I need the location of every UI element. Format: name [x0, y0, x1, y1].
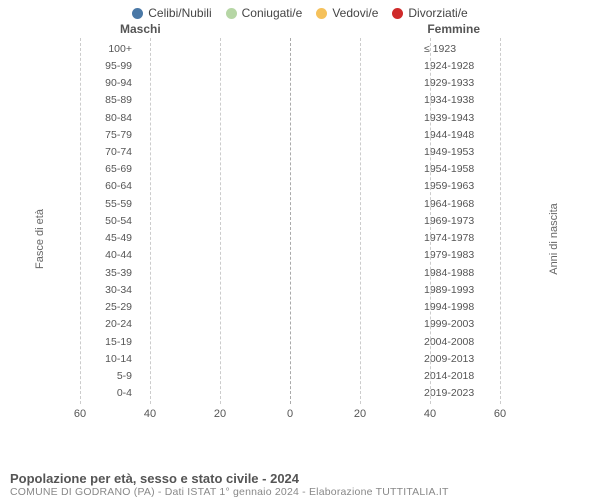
- grid-line: [150, 38, 151, 404]
- age-label: 15-19: [80, 336, 132, 348]
- birth-year-label: 1944-1948: [424, 129, 498, 141]
- age-label: 100+: [80, 43, 132, 55]
- grid-line: [80, 38, 81, 404]
- birth-year-label: 1934-1938: [424, 94, 498, 106]
- grid-line: [500, 38, 501, 404]
- age-label: 5-9: [80, 370, 132, 382]
- age-label: 75-79: [80, 129, 132, 141]
- legend-label: Divorziati/e: [408, 6, 467, 20]
- y-axis-title-left: Fasce di età: [34, 209, 46, 269]
- birth-year-label: ≤ 1923: [424, 43, 498, 55]
- age-label: 25-29: [80, 301, 132, 313]
- birth-year-label: 1959-1963: [424, 180, 498, 192]
- legend-item: Divorziati/e: [392, 6, 467, 20]
- age-label: 90-94: [80, 77, 132, 89]
- grid-line: [290, 38, 291, 404]
- age-label: 40-44: [80, 249, 132, 261]
- birth-year-label: 1929-1933: [424, 77, 498, 89]
- chart-title: Popolazione per età, sesso e stato civil…: [10, 471, 590, 486]
- x-tick-label: 60: [74, 408, 86, 420]
- birth-year-label: 2019-2023: [424, 387, 498, 399]
- age-label: 85-89: [80, 94, 132, 106]
- birth-year-label: 2014-2018: [424, 370, 498, 382]
- x-axis: 6040200204060: [80, 408, 500, 424]
- birth-year-label: 1954-1958: [424, 163, 498, 175]
- legend-swatch: [392, 8, 403, 19]
- birth-year-label: 2004-2008: [424, 336, 498, 348]
- age-label: 10-14: [80, 353, 132, 365]
- birth-year-label: 2009-2013: [424, 353, 498, 365]
- legend-item: Celibi/Nubili: [132, 6, 211, 20]
- age-label: 30-34: [80, 284, 132, 296]
- birth-year-label: 1989-1993: [424, 284, 498, 296]
- x-tick-label: 20: [354, 408, 366, 420]
- age-label: 80-84: [80, 112, 132, 124]
- chart-subtitle: COMUNE DI GODRANO (PA) - Dati ISTAT 1° g…: [10, 486, 590, 498]
- grid-line: [360, 38, 361, 404]
- legend-item: Coniugati/e: [226, 6, 303, 20]
- x-tick-label: 20: [214, 408, 226, 420]
- legend-swatch: [316, 8, 327, 19]
- age-label: 35-39: [80, 267, 132, 279]
- header-female: Femmine: [427, 22, 480, 36]
- birth-year-label: 1964-1968: [424, 198, 498, 210]
- legend-label: Vedovi/e: [332, 6, 378, 20]
- plot-area: 100+ ≤ 1923 95-99 1924-1928 90-94 1929-1933 85…: [80, 38, 500, 404]
- grid-line: [430, 38, 431, 404]
- legend-label: Celibi/Nubili: [148, 6, 211, 20]
- pyramid-chart: Fasce di età Anni di nascita 100+ ≤ 1923 9…: [20, 38, 580, 428]
- grid-line: [220, 38, 221, 404]
- birth-year-label: 1979-1983: [424, 249, 498, 261]
- legend-swatch: [226, 8, 237, 19]
- legend-item: Vedovi/e: [316, 6, 378, 20]
- header-male: Maschi: [120, 22, 161, 36]
- x-tick-label: 60: [494, 408, 506, 420]
- birth-year-label: 1974-1978: [424, 232, 498, 244]
- birth-year-label: 1984-1988: [424, 267, 498, 279]
- age-label: 50-54: [80, 215, 132, 227]
- birth-year-label: 1939-1943: [424, 112, 498, 124]
- legend-label: Coniugati/e: [242, 6, 303, 20]
- y-axis-title-right: Anni di nascita: [548, 203, 560, 275]
- legend: Celibi/Nubili Coniugati/e Vedovi/e Divorzia…: [0, 0, 600, 22]
- age-label: 70-74: [80, 146, 132, 158]
- age-label: 95-99: [80, 60, 132, 72]
- age-label: 20-24: [80, 318, 132, 330]
- birth-year-label: 1949-1953: [424, 146, 498, 158]
- birth-year-label: 1999-2003: [424, 318, 498, 330]
- birth-year-label: 1994-1998: [424, 301, 498, 313]
- chart-footer: Popolazione per età, sesso e stato civil…: [10, 471, 590, 498]
- age-label: 45-49: [80, 232, 132, 244]
- birth-year-label: 1969-1973: [424, 215, 498, 227]
- age-label: 55-59: [80, 198, 132, 210]
- x-tick-label: 40: [144, 408, 156, 420]
- age-label: 60-64: [80, 180, 132, 192]
- x-tick-label: 40: [424, 408, 436, 420]
- birth-year-label: 1924-1928: [424, 60, 498, 72]
- x-tick-label: 0: [287, 408, 293, 420]
- gender-headers: Maschi Femmine: [0, 22, 600, 38]
- legend-swatch: [132, 8, 143, 19]
- age-label: 0-4: [80, 387, 132, 399]
- age-label: 65-69: [80, 163, 132, 175]
